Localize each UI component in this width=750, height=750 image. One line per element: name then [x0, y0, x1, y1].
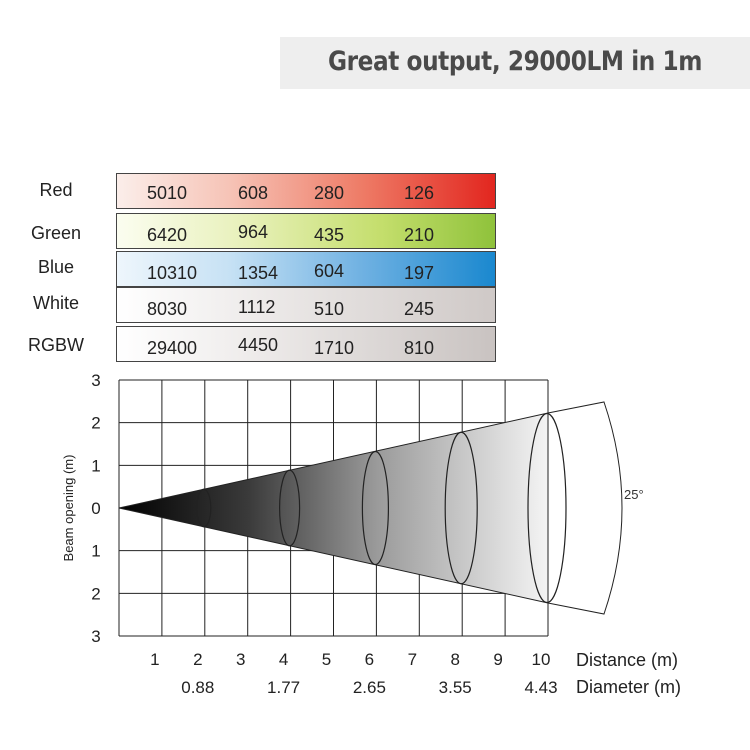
y-tick-label: 3	[91, 627, 100, 646]
cell-blue-1: 10310	[147, 263, 198, 283]
beam-cone	[118, 412, 549, 604]
headline-banner: Great output, 29000LM in 1m	[280, 37, 750, 89]
row-label-green: Green	[30, 223, 82, 243]
diameter-tick-label: 1.77	[267, 678, 300, 697]
cell-red-1: 5010	[147, 183, 188, 203]
beam-cross-section	[361, 450, 389, 566]
beam-cross-section	[444, 431, 478, 585]
diameter-axis-label: Diameter (m)	[576, 677, 681, 697]
cell-rgbw-4: 810	[404, 338, 435, 358]
diameter-tick-label: 4.43	[524, 678, 557, 697]
cell-blue-3: 604	[314, 261, 345, 281]
beam-angle-arc	[547, 401, 623, 615]
y-tick-label: 1	[91, 456, 100, 475]
x-tick-label: 1	[150, 650, 159, 669]
row-label-rgbw: RGBW	[28, 335, 84, 355]
cell-rgbw-3: 1710	[314, 338, 355, 358]
cell-white-4: 245	[404, 299, 435, 319]
lux-row-white: White 8030 1112 510 245	[0, 287, 500, 324]
y-tick-labels: 3 2 1 0 1 2 3	[91, 371, 100, 646]
y-tick-label: 0	[91, 499, 100, 518]
cell-white-2: 1112	[238, 297, 276, 317]
diameter-labels: 0.88 1.77 2.65 3.55 4.43	[181, 678, 557, 697]
beam-cross-sections	[196, 412, 567, 604]
y-tick-label: 1	[91, 542, 100, 561]
beam-cross-section	[527, 412, 567, 604]
cell-rgbw-2: 4450	[238, 335, 279, 355]
x-axis-label: Distance (m)	[576, 650, 678, 670]
cell-blue-4: 197	[404, 263, 435, 283]
y-tick-label: 2	[91, 414, 100, 433]
cell-green-3: 435	[314, 225, 345, 245]
diameter-tick-label: 3.55	[439, 678, 472, 697]
y-axis-label: Beam opening (m)	[61, 455, 76, 562]
lux-row-blue: Blue 10310 1354 604 197	[0, 251, 500, 288]
diameter-tick-label: 0.88	[181, 678, 214, 697]
x-tick-label: 3	[236, 650, 245, 669]
row-bar-rgbw: 29400 4450 1710 810	[116, 326, 496, 362]
x-tick-labels: 1 2 3 4 5 6 7 8 9 10	[150, 650, 550, 669]
x-tick-label: 2	[193, 650, 202, 669]
row-bar-green: 6420 964 435 210	[116, 213, 496, 249]
beam-angle-label: 25°	[624, 487, 644, 502]
lux-row-rgbw: RGBW 29400 4450 1710 810	[0, 326, 500, 363]
row-bar-blue: 10310 1354 604 197	[116, 251, 496, 287]
row-label-blue: Blue	[37, 257, 75, 277]
y-tick-label: 3	[91, 371, 100, 390]
x-tick-label: 8	[450, 650, 459, 669]
row-label-white: White	[32, 293, 79, 313]
beam-cross-section	[279, 469, 301, 547]
row-bar-white: 8030 1112 510 245	[116, 287, 496, 323]
cell-white-3: 510	[314, 299, 345, 319]
cell-green-2: 964	[238, 222, 269, 242]
cell-rgbw-1: 29400	[147, 338, 198, 358]
cell-red-3: 280	[314, 183, 345, 203]
x-tick-label: 4	[279, 650, 288, 669]
x-tick-label: 5	[322, 650, 331, 669]
x-tick-label: 10	[532, 650, 551, 669]
cell-red-4: 126	[404, 183, 435, 203]
cell-green-4: 210	[404, 225, 435, 245]
cell-blue-2: 1354	[238, 263, 279, 283]
cell-white-1: 8030	[147, 299, 188, 319]
x-tick-label: 9	[493, 650, 502, 669]
cell-red-2: 608	[238, 183, 269, 203]
lux-row-red: Red 5010 608 280 126	[0, 173, 500, 210]
cell-green-1: 6420	[147, 225, 188, 245]
headline-text: Great output, 29000LM in 1m	[328, 46, 702, 77]
lux-row-green: Green 6420 964 435 210	[0, 213, 500, 250]
diameter-tick-label: 2.65	[353, 678, 386, 697]
row-label-red: Red	[39, 180, 73, 200]
x-tick-label: 7	[408, 650, 417, 669]
beam-cross-section	[196, 488, 212, 528]
row-bar-red: 5010 608 280 126	[116, 173, 496, 209]
y-tick-label: 2	[91, 584, 100, 603]
x-tick-label: 6	[365, 650, 374, 669]
